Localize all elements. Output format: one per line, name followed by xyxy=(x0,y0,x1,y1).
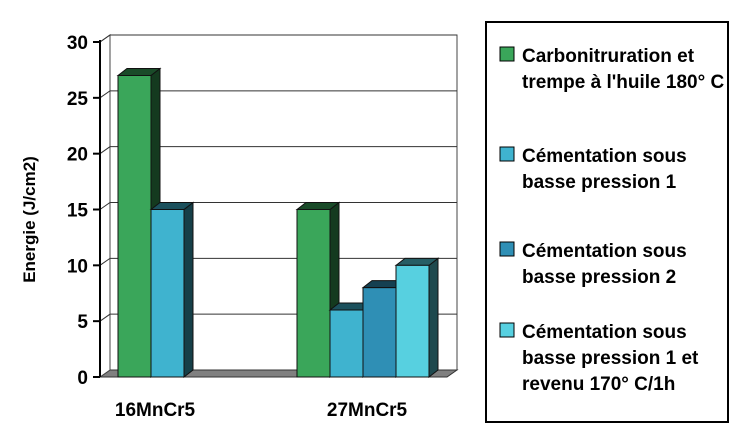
y-tick-label: 0 xyxy=(77,368,88,389)
legend-label: trempe à l'huile 180° C xyxy=(522,72,724,93)
legend-entry: Cémentation sous basse pression 2 xyxy=(499,241,687,288)
bar-front xyxy=(117,75,152,378)
bar-front xyxy=(395,264,430,378)
bar-side xyxy=(183,201,194,379)
legend-swatch xyxy=(499,46,515,62)
y-tick-label: 30 xyxy=(67,33,88,54)
bar xyxy=(394,257,440,379)
y-tick-label: 20 xyxy=(67,145,88,166)
bar-front xyxy=(150,209,185,378)
bar-front xyxy=(296,209,331,378)
x-category-label: 16MnCr5 xyxy=(115,400,196,421)
legend-label: basse pression 1 xyxy=(522,172,677,193)
y-axis-title: Energie (J/cm2) xyxy=(20,156,39,283)
legend-label: Cémentation sous xyxy=(522,322,687,343)
legend-swatch xyxy=(499,146,515,162)
y-tick-label: 25 xyxy=(67,89,89,110)
x-category-label: 27MnCr5 xyxy=(327,400,408,421)
bar xyxy=(149,201,195,379)
bar-front xyxy=(362,287,397,378)
gridline xyxy=(99,34,457,43)
legend-label: Cémentation sous xyxy=(522,146,687,167)
legend-label: Cémentation sous xyxy=(522,241,687,262)
legend-entry: Carbonitruration et trempe à l'huile 180°… xyxy=(499,46,724,93)
legend-swatch xyxy=(499,322,515,338)
bar xyxy=(295,201,341,379)
legend-box xyxy=(485,21,729,423)
y-tick-label: 15 xyxy=(67,201,89,222)
bar-side xyxy=(428,257,439,379)
bar-front xyxy=(329,309,364,378)
gridline xyxy=(99,202,457,210)
legend-swatch xyxy=(499,241,515,257)
legend-label: basse pression 2 xyxy=(522,267,676,288)
gridline xyxy=(99,257,457,266)
legend-entry: Cémentation sous basse pression 1 et reven… xyxy=(499,322,699,395)
y-tick-label: 10 xyxy=(67,256,88,277)
legend-entry: Cémentation sous basse pression 1 xyxy=(499,146,687,193)
gridline xyxy=(99,90,457,99)
gridline xyxy=(99,146,457,155)
legend-label: Carbonitruration et xyxy=(522,46,695,67)
y-tick-label: 5 xyxy=(77,312,88,333)
legend-label: basse pression 1 et xyxy=(522,348,699,369)
legend-label: revenu 170° C/1h xyxy=(522,374,675,395)
